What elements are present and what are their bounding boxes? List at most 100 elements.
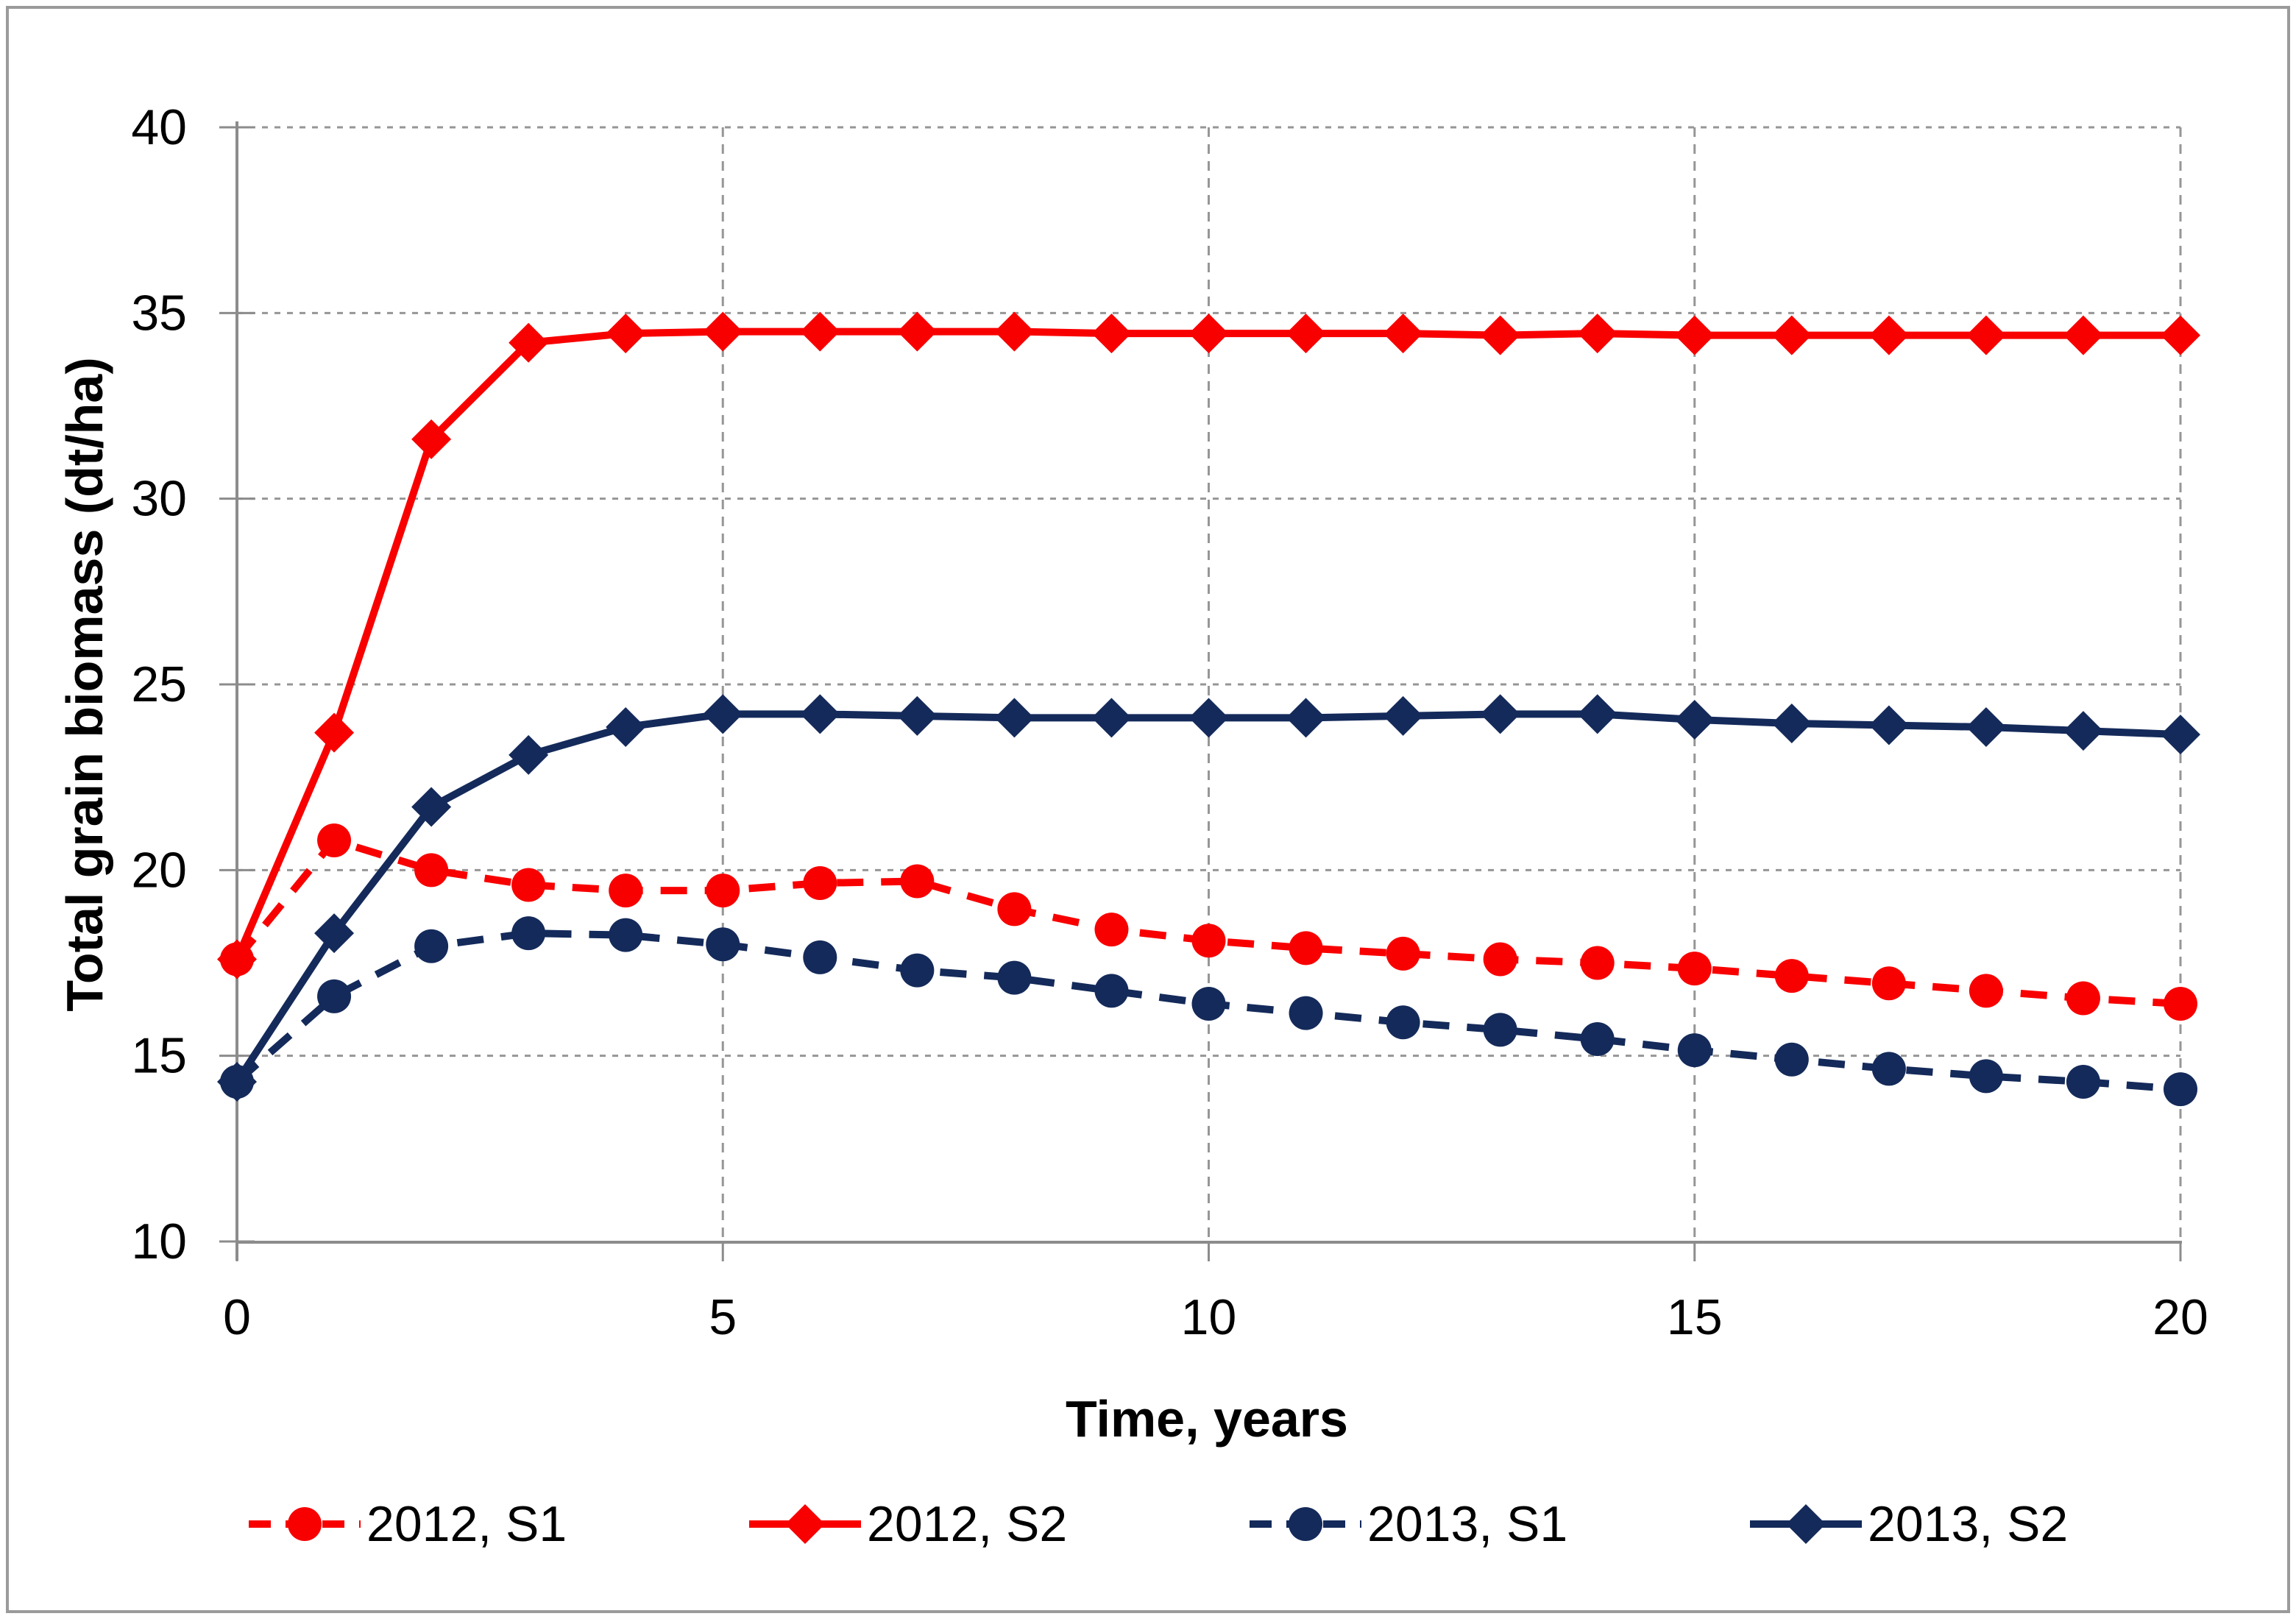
y-tick-label: 25 (131, 656, 187, 712)
data-point-2013-s2 (1480, 694, 1520, 734)
data-point-2013-s2 (1286, 698, 1326, 738)
legend: 2012, S1 2012, S2 2013, S1 2013, S2 (249, 1496, 2068, 1552)
data-point-2012-s2 (1383, 313, 1423, 354)
legend-marker-circle (1289, 1507, 1322, 1541)
data-point-2012-s2 (217, 939, 257, 979)
data-point-2012-s2 (314, 712, 355, 753)
x-tick-label: 0 (223, 1289, 251, 1345)
data-point-2012-s2 (606, 313, 646, 354)
data-point-2012-s2 (897, 311, 938, 352)
data-point-2012-s1 (511, 868, 546, 902)
data-point-2013-s1 (2066, 1064, 2100, 1099)
data-point-2013-s1 (2164, 1072, 2197, 1107)
data-point-2013-s2 (703, 694, 743, 734)
data-point-2012-s1 (1289, 931, 1323, 966)
legend-entry-2013-s1: 2013, S1 (1250, 1496, 1567, 1552)
data-point-2012-s2 (509, 322, 549, 363)
data-point-2013-s2 (1771, 703, 1812, 743)
data-point-2013-s1 (414, 929, 449, 963)
data-point-2012-s1 (997, 892, 1032, 927)
data-point-2013-s2 (897, 695, 938, 736)
data-point-2012-s2 (1480, 315, 1520, 355)
data-point-2012-s1 (1094, 913, 1129, 947)
data-point-2013-s1 (609, 918, 643, 952)
series-2012-s2 (217, 311, 2200, 979)
data-point-2013-s2 (2161, 715, 2200, 755)
data-point-2012-s2 (1674, 315, 1715, 355)
data-point-2013-s2 (1868, 705, 1909, 745)
data-point-2013-s1 (1094, 974, 1129, 1008)
data-point-2012-s2 (1771, 315, 1812, 355)
data-point-2012-s2 (1868, 315, 1909, 355)
data-point-2013-s2 (2063, 711, 2103, 751)
data-point-2013-s2 (1674, 699, 1715, 740)
data-point-2013-s1 (1191, 987, 1226, 1021)
data-point-2013-s2 (994, 698, 1035, 738)
data-point-2012-s1 (706, 874, 740, 908)
legend-marker-diamond (1786, 1504, 1826, 1544)
data-point-2013-s2 (1091, 698, 1132, 738)
legend-label: 2012, S2 (867, 1496, 1067, 1552)
data-point-2012-s2 (800, 311, 840, 352)
data-point-2012-s1 (1774, 959, 1809, 993)
data-point-2013-s2 (1577, 694, 1618, 734)
data-point-2012-s1 (1580, 946, 1615, 980)
data-point-2012-s2 (1966, 315, 2006, 355)
legend-label: 2013, S2 (1868, 1496, 2068, 1552)
data-point-2013-s1 (511, 916, 546, 951)
data-point-2013-s2 (314, 913, 355, 954)
series-line-2012-s2 (233, 327, 2180, 961)
data-point-2012-s1 (1386, 936, 1420, 971)
data-point-2013-s1 (900, 953, 935, 988)
data-point-2012-s1 (1871, 966, 1906, 1001)
data-point-2012-s2 (703, 311, 743, 352)
data-point-2013-s1 (997, 960, 1032, 995)
data-point-2012-s1 (317, 823, 352, 857)
series-2013-s2 (217, 694, 2200, 1102)
gridlines (237, 126, 2182, 1242)
data-series (217, 311, 2200, 1107)
data-point-2013-s2 (509, 734, 549, 775)
data-point-2013-s1 (1289, 996, 1323, 1030)
x-tick-label: 10 (1181, 1289, 1237, 1345)
data-point-2013-s1 (1677, 1033, 1712, 1068)
data-point-2012-s2 (2063, 315, 2103, 355)
data-point-2012-s1 (900, 864, 935, 899)
data-point-2012-s2 (1091, 313, 1132, 354)
data-point-2013-s1 (1483, 1013, 1517, 1047)
x-axis-title: Time, years (1066, 1390, 1348, 1448)
y-tick-label: 20 (131, 842, 187, 898)
data-point-2013-s2 (1383, 695, 1423, 736)
legend-marker-circle (288, 1507, 322, 1541)
data-point-2012-s1 (1969, 974, 2003, 1008)
data-point-2012-s2 (1188, 313, 1229, 354)
legend-marker-diamond (785, 1504, 825, 1544)
data-point-2012-s1 (2066, 981, 2100, 1016)
data-point-2013-s1 (1871, 1052, 1906, 1086)
legend-entry-2013-s2: 2013, S2 (1750, 1496, 2068, 1552)
series-2012-s1 (220, 823, 2197, 1021)
y-tick-label: 10 (131, 1214, 187, 1269)
y-tick-label: 15 (131, 1028, 187, 1084)
data-point-2013-s1 (317, 979, 352, 1013)
data-point-2012-s2 (411, 419, 452, 459)
data-point-2012-s1 (1677, 952, 1712, 986)
legend-label: 2012, S1 (366, 1496, 567, 1552)
y-tick-label: 35 (131, 285, 187, 341)
data-point-2013-s2 (1188, 698, 1229, 738)
y-axis-title: Total grain biomass (dt/ha) (56, 357, 113, 1011)
data-point-2013-s2 (217, 1061, 257, 1102)
data-point-2012-s1 (609, 874, 643, 908)
data-point-2013-s2 (800, 694, 840, 734)
x-tick-label: 15 (1667, 1289, 1723, 1345)
data-point-2013-s1 (1386, 1005, 1420, 1040)
data-point-2013-s2 (1966, 707, 2006, 748)
y-tick-label: 40 (131, 99, 187, 155)
axes (219, 121, 2182, 1261)
figure-border (6, 6, 2290, 1613)
data-point-2013-s2 (606, 707, 646, 748)
data-point-2012-s2 (1577, 313, 1618, 354)
data-point-2012-s2 (2161, 315, 2200, 355)
data-point-2013-s2 (411, 787, 452, 827)
legend-entry-2012-s1: 2012, S1 (249, 1496, 567, 1552)
